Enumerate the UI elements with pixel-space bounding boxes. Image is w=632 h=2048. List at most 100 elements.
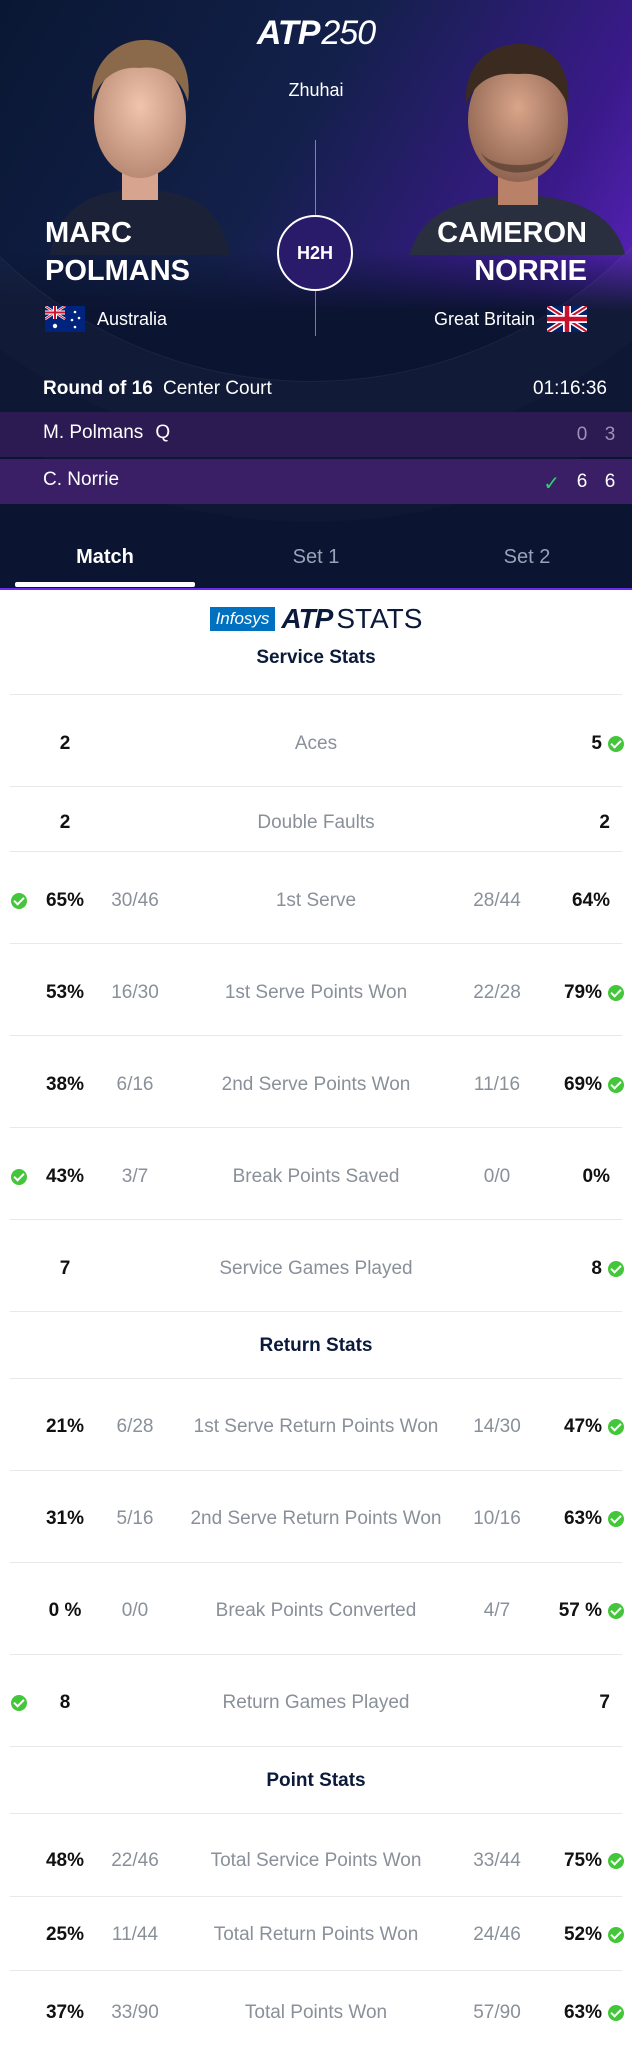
row-divider (10, 1035, 622, 1036)
winner-check-icon (608, 1927, 624, 1943)
stat-row: 53% 16/30 1st Serve Points Won 22/28 79% (0, 972, 632, 1012)
stat-label: Total Service Points Won (210, 1850, 422, 1871)
player1-stat-value: 0 % (48, 1600, 82, 1621)
set-score: 6 (604, 471, 616, 492)
scoreboard-row: M. Polmans Q 0 3 (0, 412, 632, 457)
player1-stat-fraction: 22/46 (111, 1850, 159, 1871)
row-divider (10, 786, 622, 787)
player1-country: Australia (45, 306, 167, 332)
player2-stat-value: 63% (563, 2002, 602, 2023)
winner-check-icon (608, 1511, 624, 1527)
winner-check-icon (11, 893, 27, 909)
tab-set-1[interactable]: Set 1 (292, 546, 340, 568)
stat-row: 2 Aces 5 (0, 723, 632, 763)
player2-stat-fraction: 22/28 (473, 982, 521, 1003)
stat-label: Aces (294, 733, 338, 754)
header-bottom-accent (0, 588, 632, 590)
set-score: 3 (604, 424, 616, 445)
player1-stat-value: 7 (59, 1258, 71, 1279)
infosys-logo: Infosys (209, 607, 276, 631)
tab-match[interactable]: Match (76, 546, 134, 568)
stat-label: Service Games Played (219, 1258, 413, 1279)
great-britain-flag-icon (547, 306, 587, 332)
atp-stats-logo: ATP STATS (281, 603, 423, 634)
player1-stat-value: 8 (59, 1692, 71, 1713)
row-divider (10, 1746, 622, 1747)
stat-row: 37% 33/90 Total Points Won 57/90 63% (0, 1992, 632, 2032)
player1-stat-fraction: 0/0 (121, 1600, 149, 1621)
player2-stat-value: 64% (571, 890, 610, 911)
stat-row: 8 Return Games Played 7 (0, 1682, 632, 1722)
winner-check-icon (608, 1419, 624, 1435)
player1-stat-value: 53% (45, 982, 85, 1003)
player1-stat-value: 25% (45, 1924, 85, 1945)
row-divider (10, 694, 622, 695)
player2-last-name: NORRIE (474, 255, 587, 287)
player1-stat-value: 31% (45, 1508, 85, 1529)
tournament-logo: ATP250 (0, 14, 632, 53)
stat-label: Total Return Points Won (213, 1924, 419, 1945)
player1-last-name: POLMANS (45, 255, 190, 287)
row-divider (10, 1470, 622, 1471)
stat-row: 65% 30/46 1st Serve 28/44 64% (0, 880, 632, 920)
row-divider (10, 1813, 622, 1814)
set-score: 0 (576, 424, 588, 445)
stat-label: 1st Serve (275, 890, 357, 911)
stat-row: 25% 11/44 Total Return Points Won 24/46 52% (0, 1914, 632, 1954)
row-divider (10, 851, 622, 852)
stat-label: Break Points Saved (232, 1166, 400, 1187)
player2-short-name: C. Norrie (43, 469, 120, 490)
stat-row: 21% 6/28 1st Serve Return Points Won 14/30 4… (0, 1406, 632, 1446)
service-stats-title: Service Stats (256, 647, 376, 668)
tab-set-2[interactable]: Set 2 (503, 546, 551, 568)
row-divider (10, 1562, 622, 1563)
winner-check-icon (608, 1261, 624, 1277)
h2h-line-top (315, 140, 316, 215)
player2-stat-value: 0% (582, 1166, 610, 1187)
match-info-row: Round of 16 Center Court 01:16:36 (0, 368, 632, 412)
player2-stat-value: 69% (563, 1074, 602, 1095)
row-divider (10, 1896, 622, 1897)
player2-stat-value: 52% (563, 1924, 602, 1945)
player1-stat-value: 37% (45, 2002, 85, 2023)
player2-stat-fraction: 33/44 (473, 1850, 521, 1871)
tournament-city: Zhuhai (288, 80, 344, 100)
winner-check-icon (608, 1603, 624, 1619)
stat-row: 31% 5/16 2nd Serve Return Points Won 10/16 6… (0, 1498, 632, 1538)
player1-stat-fraction: 33/90 (111, 2002, 159, 2023)
stat-label: Return Games Played (222, 1692, 410, 1713)
stat-row: 2 Double Faults 2 (0, 802, 632, 842)
player2-stat-value: 8 (591, 1258, 602, 1279)
player1-name[interactable]: MARC POLMANS (45, 214, 190, 290)
player1-stat-fraction: 16/30 (111, 982, 159, 1003)
row-divider (10, 1970, 622, 1971)
player2-name[interactable]: CAMERON NORRIE (437, 214, 587, 290)
player2-stat-fraction: 57/90 (473, 2002, 521, 2023)
player1-short-name: M. Polmans Q (43, 422, 171, 443)
player2-stat-fraction: 0/0 (483, 1166, 511, 1187)
player2-stat-value: 63% (563, 1508, 602, 1529)
round-label: Round of 16 (43, 378, 153, 399)
player2-stat-fraction: 24/46 (473, 1924, 521, 1945)
tournament-level: 250 (321, 14, 376, 52)
player2-stat-fraction: 14/30 (473, 1416, 521, 1437)
winner-check-icon (608, 736, 624, 752)
row-divider (10, 943, 622, 944)
atp-logo-text: ATP (256, 14, 320, 52)
player2-stat-value: 79% (563, 982, 602, 1003)
h2h-line-bottom (315, 291, 316, 336)
stat-label: 2nd Serve Points Won (221, 1074, 411, 1095)
row-divider (10, 1378, 622, 1379)
player1-seed: Q (155, 422, 171, 443)
stat-label: 1st Serve Points Won (224, 982, 408, 1003)
player2-country-label: Great Britain (433, 308, 535, 329)
player1-stat-value: 65% (45, 890, 85, 911)
player2-stat-value: 5 (591, 733, 602, 754)
stat-row: 7 Service Games Played 8 (0, 1248, 632, 1288)
h2h-button[interactable]: H2H (277, 215, 353, 291)
row-divider (10, 1654, 622, 1655)
australia-flag-icon (45, 306, 85, 332)
winner-check-icon (11, 1695, 27, 1711)
player1-stat-fraction: 30/46 (111, 890, 159, 911)
stat-row: 38% 6/16 2nd Serve Points Won 11/16 69% (0, 1064, 632, 1104)
